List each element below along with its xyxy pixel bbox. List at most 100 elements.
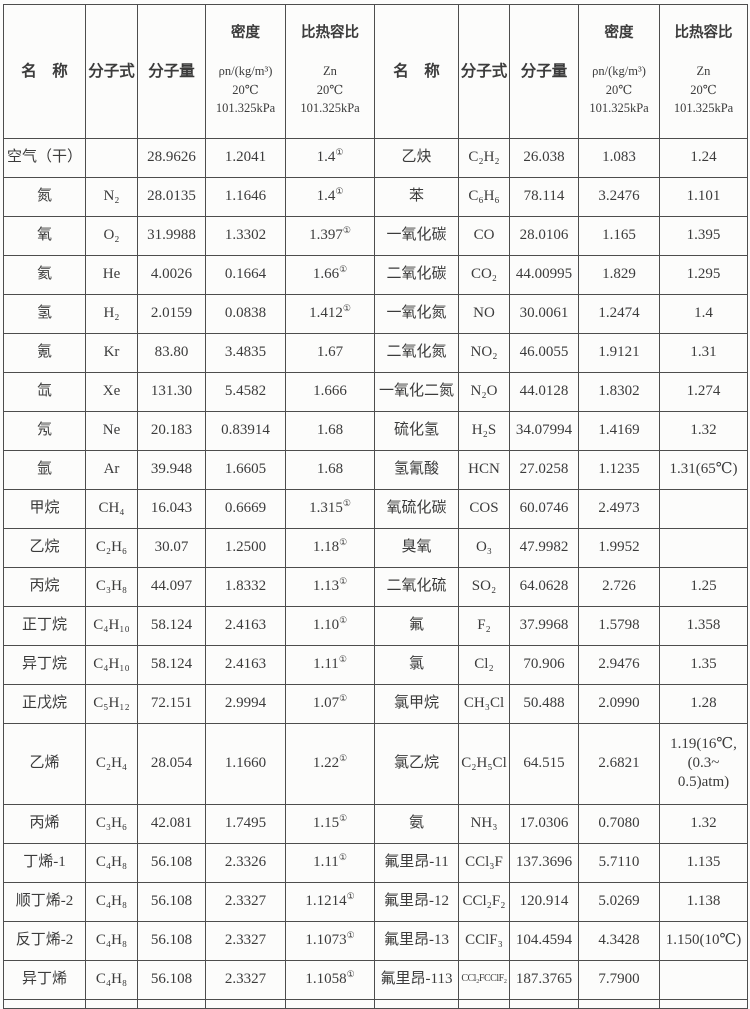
right-formula-cell: Cl₂ bbox=[458, 644, 510, 685]
right-density-cell: 1.9952 bbox=[578, 527, 660, 568]
left-ratio-cell: 1.22① bbox=[285, 722, 375, 805]
ratio-conditions: Zn 20℃ 101.325kPa bbox=[673, 63, 734, 116]
table-row: 空气（干） 28.9626 1.2041 1.4① 乙炔 C₂H₂ 26.038 1.083 1… bbox=[3, 137, 748, 178]
right-name-cell: 二氧化氮 bbox=[374, 332, 459, 373]
table-row: 正丁烷 C₄H₁₀ 58.124 2.4163 1.10① 氟 F₂ 37.9968 1.579… bbox=[3, 605, 748, 646]
left-formula-cell: Xe bbox=[85, 371, 138, 412]
left-name-cell: 顺丁烯-2 bbox=[3, 881, 86, 922]
right-density-cell: 4.3428 bbox=[578, 920, 660, 961]
left-name-cell: 氧 bbox=[3, 215, 86, 256]
right-density-cell: 0.7080 bbox=[578, 803, 660, 844]
table-row: 氪 Kr 83.80 3.4835 1.67 二氧化氮 NO₂ 46.0055 1.9121 1.… bbox=[3, 332, 748, 373]
right-ratio-cell: 1.28 bbox=[659, 683, 748, 724]
right-formula-cell: CCl₂F₂ bbox=[458, 881, 510, 922]
right-name-cell: 臭氧 bbox=[374, 527, 459, 568]
empty-cell bbox=[137, 998, 206, 1009]
right-density-cell: 1.2474 bbox=[578, 293, 660, 334]
right-mw-cell: 46.0055 bbox=[509, 332, 579, 373]
left-formula-cell: O₂ bbox=[85, 215, 138, 256]
right-ratio-cell bbox=[659, 527, 748, 568]
left-ratio-cell: 1.68 bbox=[285, 449, 375, 490]
right-formula-cell: O₃ bbox=[458, 527, 510, 568]
empty-cell bbox=[374, 998, 459, 1009]
right-mw-cell: 187.3765 bbox=[509, 959, 579, 1000]
right-ratio-cell: 1.395 bbox=[659, 215, 748, 256]
table-row: 氢 H₂ 2.0159 0.0838 1.412① 一氧化氮 NO 30.0061 1.2474… bbox=[3, 293, 748, 334]
right-density-cell: 1.8302 bbox=[578, 371, 660, 412]
left-formula-cell: C₄H₈ bbox=[85, 881, 138, 922]
table-row: 丙烷 C₃H₈ 44.097 1.8332 1.13① 二氧化硫 SO₂ 64.0628 2.7… bbox=[3, 566, 748, 607]
right-density-cell: 1.083 bbox=[578, 137, 660, 178]
right-ratio-cell: 1.25 bbox=[659, 566, 748, 607]
left-density-cell: 1.1646 bbox=[205, 176, 286, 217]
right-name-cell: 氢氰酸 bbox=[374, 449, 459, 490]
table-row: 氙 Xe 131.30 5.4582 1.666 一氧化二氮 N₂O 44.0128 1.830… bbox=[3, 371, 748, 412]
left-formula-cell: C₅H₁₂ bbox=[85, 683, 138, 724]
right-name-cell: 二氧化硫 bbox=[374, 566, 459, 607]
left-name-cell: 正丁烷 bbox=[3, 605, 86, 646]
ratio-title: 比热容比 bbox=[301, 25, 359, 42]
right-formula-cell: C₆H₆ bbox=[458, 176, 510, 217]
left-name-cell: 乙烷 bbox=[3, 527, 86, 568]
left-density-cell: 3.4835 bbox=[205, 332, 286, 373]
left-name-cell: 异丁烷 bbox=[3, 644, 86, 685]
right-mw-cell: 28.0106 bbox=[509, 215, 579, 256]
right-formula-cell: NH₃ bbox=[458, 803, 510, 844]
right-density-cell: 5.7110 bbox=[578, 842, 660, 883]
left-formula-cell: Ar bbox=[85, 449, 138, 490]
right-density-cell: 2.6821 bbox=[578, 722, 660, 805]
header-formula-right: 分子式 bbox=[458, 4, 510, 139]
left-mw-cell: 44.097 bbox=[137, 566, 206, 607]
gas-properties-table: 名 称 分子式 分子量 密度 ρn/(kg/m³) 20℃ 101.325kPa… bbox=[3, 4, 748, 1009]
right-formula-cell: COS bbox=[458, 488, 510, 529]
empty-cell bbox=[85, 998, 138, 1009]
left-name-cell: 氩 bbox=[3, 449, 86, 490]
left-formula-cell: H₂ bbox=[85, 293, 138, 334]
right-mw-cell: 78.114 bbox=[509, 176, 579, 217]
left-formula-cell: C₄H₁₀ bbox=[85, 605, 138, 646]
density-title: 密度 bbox=[231, 25, 260, 42]
left-mw-cell: 58.124 bbox=[137, 605, 206, 646]
left-mw-cell: 28.0135 bbox=[137, 176, 206, 217]
left-mw-cell: 4.0026 bbox=[137, 254, 206, 295]
table-row: 氩 Ar 39.948 1.6605 1.68 氢氰酸 HCN 27.0258 1.1235 1.… bbox=[3, 449, 748, 490]
table-row: 正戊烷 C₅H₁₂ 72.151 2.9994 1.07① 氯甲烷 CH₃Cl 50.488 2… bbox=[3, 683, 748, 724]
right-formula-cell: CCl₃F bbox=[458, 842, 510, 883]
left-mw-cell: 58.124 bbox=[137, 644, 206, 685]
left-formula-cell: Kr bbox=[85, 332, 138, 373]
right-mw-cell: 27.0258 bbox=[509, 449, 579, 490]
header-density-left: 密度 ρn/(kg/m³) 20℃ 101.325kPa bbox=[205, 4, 286, 139]
left-density-cell: 0.83914 bbox=[205, 410, 286, 451]
right-mw-cell: 47.9982 bbox=[509, 527, 579, 568]
right-ratio-cell bbox=[659, 488, 748, 529]
left-mw-cell: 30.07 bbox=[137, 527, 206, 568]
right-mw-cell: 44.0128 bbox=[509, 371, 579, 412]
density-conditions: ρn/(kg/m³) 20℃ 101.325kPa bbox=[215, 63, 276, 116]
left-name-cell: 甲烷 bbox=[3, 488, 86, 529]
left-ratio-cell: 1.10① bbox=[285, 605, 375, 646]
right-formula-cell: C₂H₂ bbox=[458, 137, 510, 178]
right-formula-cell: NO bbox=[458, 293, 510, 334]
table-row: 顺丁烯-2 C₄H₈ 56.108 2.3327 1.1214① 氟里昂-12 CCl₂F₂… bbox=[3, 881, 748, 922]
left-ratio-cell: 1.66① bbox=[285, 254, 375, 295]
left-mw-cell: 56.108 bbox=[137, 881, 206, 922]
left-name-cell: 丁烯-1 bbox=[3, 842, 86, 883]
right-name-cell: 硫化氢 bbox=[374, 410, 459, 451]
right-ratio-cell: 1.19(16℃, (0.3~ 0.5)atm) bbox=[659, 722, 748, 805]
header-ratio-left: 比热容比 Zn 20℃ 101.325kPa bbox=[285, 4, 375, 139]
right-formula-cell: CCl₂FCClF₂ bbox=[458, 959, 510, 1000]
right-mw-cell: 30.0061 bbox=[509, 293, 579, 334]
left-ratio-cell: 1.412① bbox=[285, 293, 375, 334]
left-mw-cell: 42.081 bbox=[137, 803, 206, 844]
left-density-cell: 1.7495 bbox=[205, 803, 286, 844]
left-density-cell: 0.6669 bbox=[205, 488, 286, 529]
right-formula-cell: CO bbox=[458, 215, 510, 256]
left-formula-cell: CH₄ bbox=[85, 488, 138, 529]
right-name-cell: 氨 bbox=[374, 803, 459, 844]
right-ratio-cell: 1.24 bbox=[659, 137, 748, 178]
left-mw-cell: 16.043 bbox=[137, 488, 206, 529]
left-mw-cell: 83.80 bbox=[137, 332, 206, 373]
right-formula-cell: NO₂ bbox=[458, 332, 510, 373]
right-formula-cell: CClF₃ bbox=[458, 920, 510, 961]
left-ratio-cell: 1.07① bbox=[285, 683, 375, 724]
